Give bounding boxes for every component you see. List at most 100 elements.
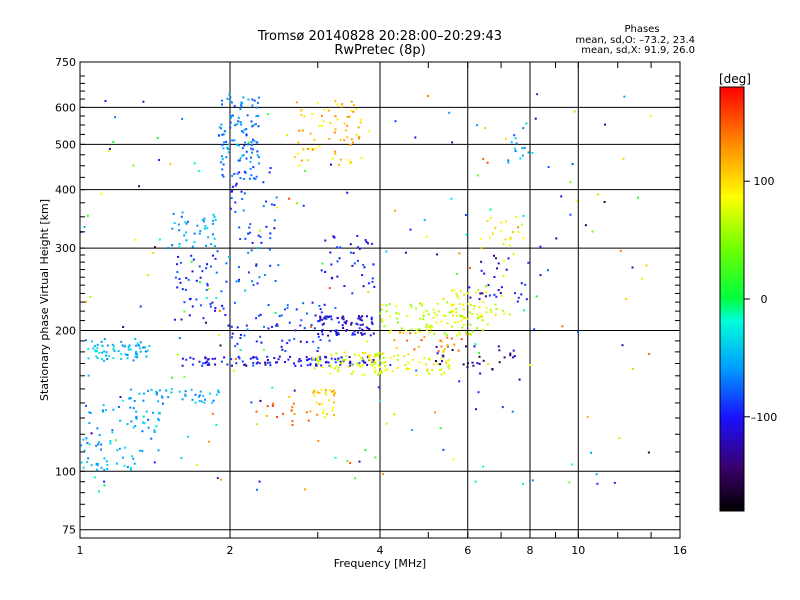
data-point <box>303 115 306 118</box>
colorbar-gradient <box>719 86 745 512</box>
data-point <box>373 360 376 363</box>
data-point <box>328 388 331 391</box>
data-point <box>461 315 463 318</box>
data-point <box>235 280 238 283</box>
data-point <box>310 325 313 328</box>
data-point <box>356 246 359 249</box>
y-tick-label: 600 <box>55 101 76 114</box>
data-point <box>517 226 519 229</box>
data-point <box>432 316 435 319</box>
data-point <box>339 363 342 366</box>
data-point <box>191 270 194 273</box>
data-point <box>233 173 236 175</box>
data-point <box>123 464 126 467</box>
data-point <box>321 403 324 405</box>
data-point <box>212 233 214 236</box>
data-point <box>277 358 280 361</box>
data-point <box>221 158 224 161</box>
data-point <box>356 362 359 365</box>
data-point <box>215 296 218 299</box>
data-point <box>436 302 439 305</box>
data-point <box>146 349 149 352</box>
data-point <box>253 139 256 142</box>
data-point <box>478 316 481 319</box>
data-point <box>167 396 170 399</box>
data-point <box>141 450 144 453</box>
data-point <box>485 307 488 310</box>
data-point <box>571 463 574 466</box>
data-point <box>231 364 233 367</box>
data-point <box>419 302 421 305</box>
data-point <box>351 333 354 336</box>
data-point <box>425 323 428 326</box>
data-point <box>265 225 268 228</box>
data-point <box>450 311 453 314</box>
data-point <box>243 128 246 131</box>
data-point <box>258 229 261 232</box>
data-point <box>93 345 96 347</box>
data-point <box>278 315 281 318</box>
data-point <box>247 143 250 146</box>
data-point <box>96 462 99 465</box>
data-point <box>507 161 510 164</box>
data-point <box>438 369 441 371</box>
data-point <box>503 259 506 262</box>
data-point <box>303 327 306 330</box>
data-point <box>245 134 248 137</box>
data-point <box>312 391 315 394</box>
data-point <box>181 398 184 401</box>
data-point <box>385 422 388 425</box>
data-point <box>250 141 253 143</box>
data-point <box>313 394 316 397</box>
data-point <box>111 431 114 434</box>
data-point <box>436 352 439 355</box>
data-point <box>395 304 398 307</box>
data-point <box>328 315 331 318</box>
data-point <box>308 358 311 360</box>
data-point <box>521 154 524 157</box>
data-point <box>334 100 337 103</box>
data-point <box>223 356 226 359</box>
data-point <box>406 315 408 318</box>
data-point <box>253 177 256 180</box>
data-point <box>349 364 352 367</box>
data-point <box>228 93 231 96</box>
data-point <box>157 449 160 452</box>
data-point <box>238 266 240 269</box>
data-point <box>335 334 338 336</box>
data-point <box>323 108 326 111</box>
data-point <box>245 324 248 327</box>
data-point <box>191 363 194 366</box>
data-point <box>359 318 362 321</box>
data-point <box>458 252 461 255</box>
data-point <box>312 340 315 343</box>
data-point <box>277 264 280 267</box>
data-point <box>469 267 471 270</box>
data-point <box>319 318 322 321</box>
data-point <box>415 307 418 310</box>
data-point <box>202 220 205 223</box>
data-point <box>222 133 225 136</box>
data-point <box>366 356 369 359</box>
data-point <box>217 389 219 392</box>
data-point <box>112 140 115 143</box>
data-point <box>352 141 354 144</box>
x-tick-label: 4 <box>377 544 384 557</box>
data-point <box>268 248 271 251</box>
data-point <box>443 371 446 374</box>
data-point <box>500 286 503 289</box>
data-point <box>214 363 216 366</box>
data-point <box>509 236 512 239</box>
data-point <box>325 360 328 363</box>
data-point <box>448 311 451 314</box>
data-point <box>358 137 360 140</box>
data-point <box>309 132 312 135</box>
data-point <box>139 341 142 344</box>
data-point <box>621 344 624 347</box>
data-point <box>485 291 488 294</box>
data-point <box>258 314 260 317</box>
data-point <box>207 362 210 365</box>
data-point <box>249 223 252 226</box>
data-point <box>488 294 491 297</box>
data-point <box>170 388 173 391</box>
